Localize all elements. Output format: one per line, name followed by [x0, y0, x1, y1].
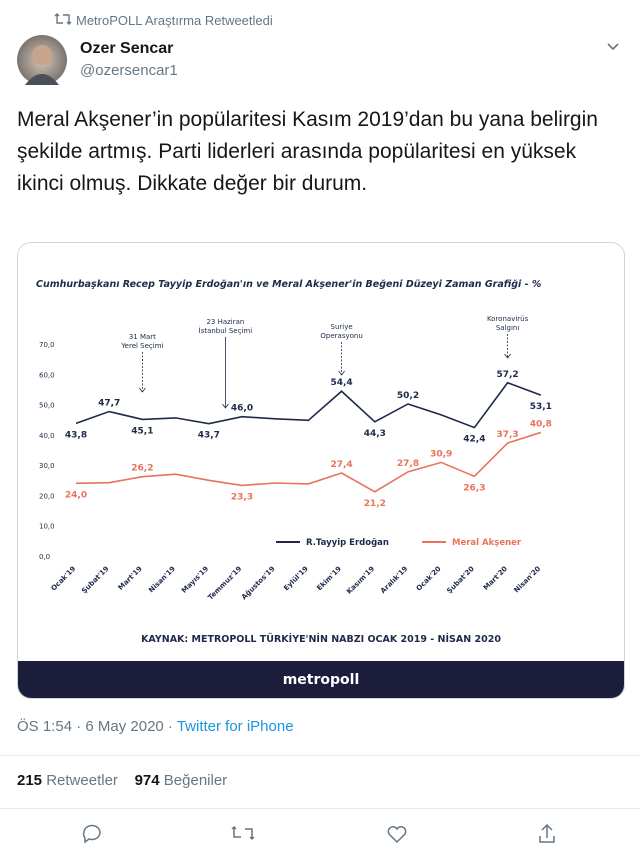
data-label: 26,2	[131, 464, 153, 474]
data-label: 54,4	[330, 378, 352, 388]
client[interactable]: Twitter for iPhone	[176, 718, 294, 735]
like-count[interactable]: 974	[134, 772, 160, 789]
retweet-icon	[54, 13, 72, 25]
menu-caret[interactable]	[606, 42, 620, 52]
legend-label: R.Tayyip Erdoğan	[306, 538, 389, 548]
y-tick-label: 30,0	[39, 462, 55, 470]
y-tick-label: 70,0	[39, 341, 55, 349]
annotation-arrowhead	[139, 387, 146, 393]
data-label: 27,8	[397, 459, 419, 469]
retweet-count[interactable]: 215	[17, 772, 43, 789]
action-bar	[82, 823, 555, 844]
tweet-meta: ÖS 1:54 · 6 May 2020 · Twitter for iPhon…	[17, 718, 294, 735]
y-tick-label: 20,0	[39, 492, 55, 500]
data-label: 45,1	[131, 426, 153, 436]
reply-button[interactable]	[82, 824, 101, 844]
annotation-arrowhead	[338, 370, 345, 376]
author-name[interactable]: Ozer Sencar	[80, 40, 174, 57]
data-label: 40,8	[530, 419, 552, 429]
annotation-arrowhead	[222, 403, 229, 409]
data-label: 43,7	[198, 431, 220, 441]
data-label: 26,3	[463, 483, 485, 493]
brand: metropoll	[283, 672, 360, 688]
share-button[interactable]	[539, 823, 555, 843]
author-handle[interactable]: @ozersencar1	[80, 62, 178, 79]
y-tick-label: 0,0	[39, 553, 50, 561]
tweet-text: Meral Akşener’in popülaritesi Kasım 2019…	[17, 108, 598, 195]
data-label: 42,4	[463, 435, 485, 445]
retweet-button[interactable]	[231, 825, 255, 841]
data-label: 44,3	[364, 429, 386, 439]
timestamp[interactable]: ÖS 1:54 · 6 May 2020	[17, 718, 164, 735]
data-label: 57,2	[496, 370, 518, 380]
chart: Cumhurbaşkanı Recep Tayyip Erdoğan'ın ve…	[18, 243, 624, 698]
data-label: 47,7	[98, 399, 120, 409]
annotation: Koronavirüs Salgını	[487, 315, 529, 332]
data-label: 30,9	[430, 449, 452, 459]
y-tick-label: 50,0	[39, 402, 55, 410]
data-label: 24,0	[65, 490, 87, 500]
separator: ·	[167, 718, 173, 735]
divider	[0, 755, 640, 756]
like-button[interactable]	[387, 826, 407, 844]
avatar[interactable]	[17, 35, 67, 85]
y-tick-label: 60,0	[39, 371, 55, 379]
data-label: 37,3	[496, 430, 518, 440]
data-label: 43,8	[65, 430, 87, 440]
series-line	[75, 381, 542, 429]
chart-title: Cumhurbaşkanı Recep Tayyip Erdoğan'ın ve…	[36, 279, 541, 290]
data-label: 50,2	[397, 391, 419, 401]
data-label: 23,3	[231, 492, 253, 502]
source: KAYNAK: METROPOLL TÜRKİYE'NİN NABZI OCAK…	[141, 634, 501, 645]
annotation: 31 Mart Yerel Seçimi	[120, 333, 163, 350]
data-label: 53,1	[530, 402, 552, 412]
data-label: 46,0	[231, 404, 253, 414]
annotation: Suriye Operasyonu	[320, 323, 362, 340]
data-label: 21,2	[364, 499, 386, 509]
divider	[0, 808, 640, 809]
media-card[interactable]: Cumhurbaşkanı Recep Tayyip Erdoğan'ın ve…	[17, 242, 625, 699]
chart-background	[18, 243, 624, 698]
annotation-arrowhead	[504, 353, 511, 359]
y-tick-label: 10,0	[39, 523, 55, 531]
legend-label: Meral Akşener	[452, 538, 522, 548]
series-line	[75, 431, 542, 493]
footer-band	[18, 661, 624, 698]
stats: 215 Retweetler 974 Beğeniler	[17, 772, 227, 789]
annotation: 23 Haziran İstanbul Seçimi	[199, 318, 253, 335]
retweet-note: MetroPOLL Araştırma Retweetledi	[76, 13, 273, 28]
data-label: 27,4	[330, 460, 352, 470]
like-label[interactable]: Beğeniler	[163, 772, 228, 789]
y-tick-label: 40,0	[39, 432, 55, 440]
retweet-label[interactable]: Retweetler	[46, 772, 118, 789]
